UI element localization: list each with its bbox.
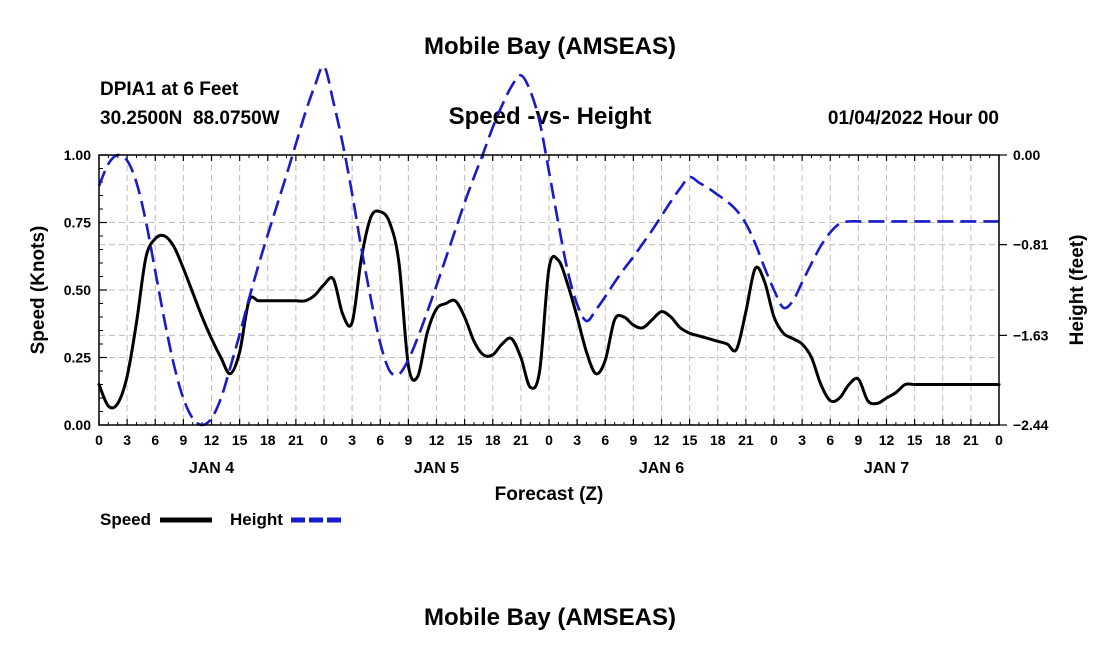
chart-subtitle: Speed -vs- Height (449, 103, 652, 130)
y-left-tick-label: 0.75 (64, 215, 91, 231)
forecast-date-label: 01/04/2022 Hour 00 (828, 108, 999, 129)
x-tick-label: 12 (654, 432, 670, 448)
x-tick-label: 3 (573, 432, 581, 448)
x-tick-label: 0 (95, 432, 103, 448)
x-tick-label: 15 (457, 432, 473, 448)
y-right-tick-label: −2.44 (1013, 417, 1049, 433)
x-tick-label: 18 (260, 432, 276, 448)
x-tick-label: 9 (404, 432, 412, 448)
day-label: JAN 4 (189, 460, 234, 477)
y-left-tick-label: 1.00 (64, 147, 91, 163)
x-tick-label: 21 (513, 432, 529, 448)
height-series-line (97, 64, 999, 427)
x-tick-label: 15 (907, 432, 923, 448)
legend-speed-label: Speed (100, 510, 151, 529)
x-tick-label: 3 (798, 432, 806, 448)
station-line-1: DPIA1 at 6 Feet (100, 79, 239, 100)
x-axis-label: Forecast (Z) (495, 484, 604, 505)
chart-title: Mobile Bay (AMSEAS) (424, 33, 676, 60)
x-tick-label: 18 (485, 432, 501, 448)
x-tick-label: 21 (963, 432, 979, 448)
y-left-tick-label: 0.00 (64, 417, 91, 433)
legend-height-label: Height (230, 510, 283, 529)
y-right-tick-label: 0.00 (1013, 147, 1040, 163)
y-left-tick-label: 0.50 (64, 282, 91, 298)
grid-lines (99, 154, 999, 426)
y-left-tick-label: 0.25 (64, 350, 91, 366)
day-label: JAN 7 (864, 460, 909, 477)
x-tick-label: 6 (826, 432, 834, 448)
x-tick-label: 6 (376, 432, 384, 448)
y-axis-left-label: Speed (Knots) (28, 226, 49, 355)
day-label: JAN 5 (414, 460, 459, 477)
y-right-tick-label: −0.81 (1013, 237, 1049, 253)
x-tick-label: 3 (348, 432, 356, 448)
x-tick-label: 18 (710, 432, 726, 448)
day-label: JAN 6 (639, 460, 684, 477)
station-line-2: 30.2500N 88.0750W (100, 108, 280, 129)
x-tick-label: 0 (770, 432, 778, 448)
y-right-tick-label: −1.63 (1013, 327, 1049, 343)
x-tick-label: 0 (545, 432, 553, 448)
x-tick-label: 12 (204, 432, 220, 448)
x-tick-label: 9 (854, 432, 862, 448)
x-tick-label: 18 (935, 432, 951, 448)
x-tick-label: 15 (232, 432, 248, 448)
x-tick-label: 15 (682, 432, 698, 448)
series-lines (97, 64, 1001, 427)
x-tick-label: 21 (288, 432, 304, 448)
x-tick-label: 6 (151, 432, 159, 448)
x-tick-label: 21 (738, 432, 754, 448)
x-tick-label: 12 (879, 432, 895, 448)
axis-ticks: 0 3 6 9 12 15 18 21 0 3 6 9 12 15 18 21 0 3 6 9 12 15 18 21 0 3 6 9… (64, 147, 1049, 477)
plot-frame (98, 154, 1000, 426)
x-tick-label: 0 (320, 432, 328, 448)
x-tick-label: 6 (601, 432, 609, 448)
x-tick-label: 12 (429, 432, 445, 448)
x-tick-label: 9 (629, 432, 637, 448)
y-axis-right-label: Height (feet) (1067, 235, 1088, 346)
legend: Speed Height (100, 510, 343, 529)
x-tick-label: 0 (995, 432, 1003, 448)
x-tick-label: 9 (179, 432, 187, 448)
footer-chart-title: Mobile Bay (AMSEAS) (424, 604, 676, 631)
x-tick-label: 3 (123, 432, 131, 448)
